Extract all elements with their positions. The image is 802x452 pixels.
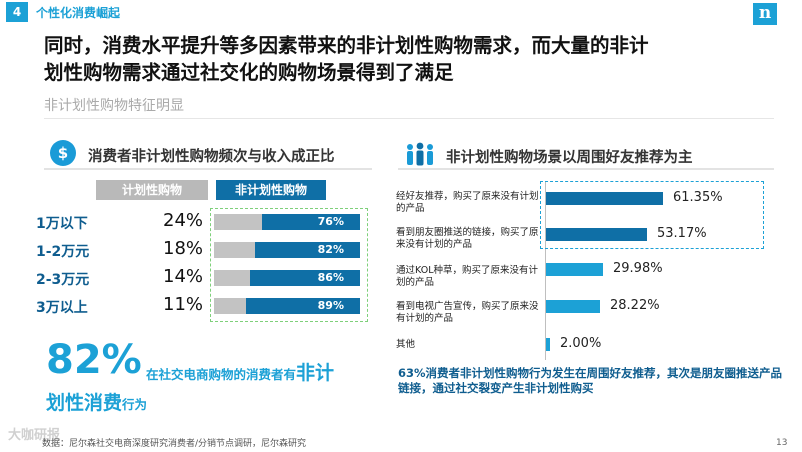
unplanned-highlight-box bbox=[210, 208, 368, 322]
highlight-percentage: 82% bbox=[46, 337, 142, 383]
planned-value-label: 24% bbox=[163, 210, 204, 231]
highlight-text-d: 行为 bbox=[122, 397, 148, 412]
legend-planned: 计划性购物 bbox=[96, 180, 208, 200]
headline-line-1: 同时，消费水平提升等多因素带来的非计划性购物需求，而大量的非计 bbox=[44, 34, 649, 57]
section-title: 个性化消费崛起 bbox=[36, 6, 121, 20]
planned-bar: 82% bbox=[214, 242, 360, 258]
scenario-bar bbox=[546, 192, 663, 205]
highlight-text-line-2: 划性消费行为 bbox=[46, 388, 147, 415]
scenario-value-label: 28.22% bbox=[610, 298, 660, 313]
footer-source: 数据：尼尔森社交电商深度研究消费者/分销节点调研，尼尔森研究 bbox=[42, 439, 307, 449]
top-scenarios-highlight-box bbox=[540, 181, 764, 249]
category-label: 2-3万元 bbox=[36, 272, 90, 288]
planned-value-label: 18% bbox=[163, 238, 204, 259]
category-label: 1-2万元 bbox=[36, 244, 90, 260]
planned-value-label: 14% bbox=[163, 266, 204, 287]
unplanned-bar: 76% bbox=[262, 214, 360, 230]
category-label: 3万以上 bbox=[36, 300, 88, 316]
right-chart-title: 非计划性购物场景以周围好友推荐为主 bbox=[446, 150, 693, 166]
planned-bar: 76% bbox=[214, 214, 360, 230]
unplanned-bar: 89% bbox=[246, 298, 360, 314]
scenario-value-label: 61.35% bbox=[673, 190, 723, 205]
scenario-bar bbox=[546, 338, 550, 351]
unplanned-bar: 86% bbox=[250, 270, 360, 286]
right-chart-note: 63%消费者非计划性购物行为发生在周围好友推荐，其次是朋友圈推送产品链接，通过社… bbox=[398, 366, 783, 395]
scenario-label: 其他 bbox=[396, 339, 416, 350]
scenario-bar bbox=[546, 263, 603, 276]
watermark: 大咖研报 bbox=[8, 428, 61, 443]
highlight-text-a: 在社交电商购物的消费者有 bbox=[146, 367, 297, 382]
headline-line-2: 划性购物需求通过社交化的购物场景得到了满足 bbox=[44, 61, 454, 84]
legend-unplanned: 非计划性购物 bbox=[216, 180, 326, 200]
left-chart-title: 消费者非计划性购物频次与收入成正比 bbox=[88, 149, 335, 165]
scenario-label: 看到电视广告宣传，购买了原来没有计划的产品 bbox=[396, 301, 539, 324]
scenario-label: 通过KOL种草，购买了原来没有计划的产品 bbox=[396, 265, 538, 288]
right-chart-axis bbox=[545, 182, 546, 360]
right-title-divider bbox=[398, 168, 774, 170]
page-number: 13 bbox=[776, 438, 788, 448]
people-group-icon bbox=[407, 142, 433, 166]
highlight-text-c: 划性消费 bbox=[46, 392, 123, 414]
scenario-value-label: 29.98% bbox=[613, 261, 663, 276]
header-divider bbox=[44, 118, 774, 119]
category-label: 1万以下 bbox=[36, 216, 88, 232]
scenario-value-label: 53.17% bbox=[657, 226, 707, 241]
subtitle: 非计划性购物特征明显 bbox=[44, 98, 184, 114]
left-title-divider bbox=[44, 168, 372, 170]
top-bar bbox=[0, 0, 802, 26]
scenario-label: 经好友推荐，购买了原来没有计划的产品 bbox=[396, 191, 539, 214]
nielsen-logo: n bbox=[753, 3, 777, 25]
headline: 同时，消费水平提升等多因素带来的非计划性购物需求，而大量的非计 划性购物需求通过… bbox=[44, 32, 784, 86]
planned-bar: 89% bbox=[214, 298, 360, 314]
scenario-bar bbox=[546, 228, 647, 241]
scenario-bar bbox=[546, 300, 600, 313]
dollar-coin-icon: $ bbox=[50, 140, 76, 166]
highlight-text-b: 非计 bbox=[296, 362, 335, 384]
scenario-value-label: 2.00% bbox=[560, 336, 602, 351]
planned-value-label: 11% bbox=[163, 294, 204, 315]
scenario-label: 看到朋友圈推送的链接，购买了原来没有计划的产品 bbox=[396, 227, 539, 250]
highlight-text-line-1: 在社交电商购物的消费者有非计 bbox=[146, 358, 334, 385]
unplanned-bar: 82% bbox=[255, 242, 360, 258]
planned-bar: 86% bbox=[214, 270, 360, 286]
section-number-badge: 4 bbox=[6, 2, 28, 22]
